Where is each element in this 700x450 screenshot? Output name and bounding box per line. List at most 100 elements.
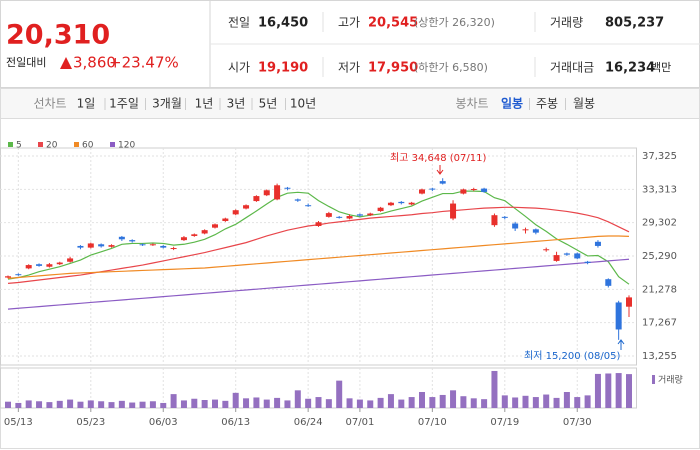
period-tab[interactable]: 1년 bbox=[195, 97, 214, 111]
high-arrow bbox=[436, 165, 444, 175]
x-tick-label: 07/30 bbox=[563, 417, 592, 428]
volume-bar bbox=[274, 397, 281, 408]
x-tick-label: 05/23 bbox=[76, 417, 105, 428]
volume-bar bbox=[439, 394, 446, 408]
candle-tab[interactable]: 일봉 bbox=[501, 97, 523, 111]
volume-bar bbox=[315, 397, 322, 408]
candle-body bbox=[201, 230, 208, 234]
period-tab[interactable]: 3년 bbox=[227, 97, 246, 111]
cell-unit: 백만 bbox=[651, 61, 671, 74]
candle-body bbox=[377, 207, 384, 212]
volume-bar bbox=[222, 400, 229, 408]
y-tick-label: 33,313 bbox=[642, 184, 677, 195]
candle-body bbox=[346, 216, 353, 219]
candle-body bbox=[139, 244, 146, 246]
volume-bar bbox=[243, 398, 250, 408]
volume-bar bbox=[191, 398, 198, 408]
candle-body bbox=[232, 210, 239, 215]
candle-body bbox=[118, 236, 125, 240]
volume-bar bbox=[15, 402, 22, 408]
tab-group-label: 봉차트 bbox=[455, 97, 488, 111]
candle-body bbox=[294, 199, 301, 201]
volume-bar bbox=[356, 399, 363, 408]
cell-value: 19,190 bbox=[258, 61, 308, 76]
high-annotation: 최고 34,648 (07/11) bbox=[390, 152, 486, 164]
volume-bar bbox=[36, 401, 43, 408]
candle-body bbox=[180, 237, 187, 241]
period-tab[interactable]: 3개월 bbox=[152, 97, 182, 111]
volume-bar bbox=[129, 402, 136, 408]
volume-bar bbox=[67, 399, 74, 408]
candle-body bbox=[284, 187, 291, 189]
volume-bar bbox=[212, 399, 218, 408]
candle-body bbox=[274, 185, 281, 200]
period-tab[interactable]: 10년 bbox=[290, 97, 316, 111]
candle-body bbox=[398, 201, 405, 204]
y-tick-label: 37,325 bbox=[642, 151, 677, 162]
volume-bar bbox=[501, 395, 508, 408]
candle-body bbox=[315, 222, 322, 226]
period-tab[interactable]: 1주일 bbox=[109, 97, 139, 111]
volume-bar bbox=[180, 400, 187, 408]
volume-bar bbox=[56, 400, 63, 408]
candle-body bbox=[543, 249, 550, 251]
legend-swatch bbox=[110, 142, 115, 147]
volume-bar bbox=[25, 400, 32, 408]
legend-label: 120 bbox=[118, 141, 135, 151]
volume-bar bbox=[232, 392, 239, 408]
volume-bar bbox=[553, 397, 560, 408]
candle-body bbox=[563, 253, 570, 255]
x-tick-label: 07/19 bbox=[490, 417, 519, 428]
candle-body bbox=[170, 248, 177, 250]
legend-swatch bbox=[74, 142, 79, 147]
up-triangle bbox=[60, 57, 72, 69]
period-tab[interactable]: 5년 bbox=[259, 97, 278, 111]
low-annotation: 최저 15,200 (08/05) bbox=[524, 350, 620, 362]
volume-bar bbox=[574, 397, 581, 408]
candle-body bbox=[470, 189, 477, 191]
candle-body bbox=[439, 181, 446, 184]
ma-line bbox=[7, 235, 630, 279]
volume-bar bbox=[77, 401, 84, 408]
candle-body bbox=[129, 240, 136, 242]
candle-body bbox=[5, 276, 11, 278]
volume-bar bbox=[98, 401, 105, 408]
cell-label: 저가 bbox=[338, 61, 360, 75]
change: 3,860 bbox=[73, 54, 116, 72]
candle-body bbox=[222, 218, 229, 222]
cell-label: 전일 bbox=[228, 16, 250, 30]
volume-bar bbox=[419, 392, 425, 408]
volume-bar bbox=[305, 398, 312, 408]
candle-tab[interactable]: 월봉 bbox=[573, 97, 595, 111]
candle-body bbox=[56, 262, 63, 265]
candle-body bbox=[325, 213, 332, 217]
candle-body bbox=[615, 302, 622, 330]
y-tick-label: 21,278 bbox=[642, 284, 677, 295]
candle-tab[interactable]: 주봉 bbox=[536, 97, 558, 111]
period-tab[interactable]: 1일 bbox=[77, 97, 96, 111]
candle-body bbox=[491, 215, 498, 226]
volume-bar bbox=[408, 397, 415, 408]
x-tick-label: 05/13 bbox=[4, 417, 33, 428]
volume-bar bbox=[584, 395, 591, 408]
volume-bar bbox=[170, 394, 177, 408]
volume-bar bbox=[512, 397, 519, 408]
legend-label: 60 bbox=[82, 141, 94, 151]
low-arrow bbox=[617, 339, 625, 350]
candle-body bbox=[574, 253, 581, 259]
legend-swatch bbox=[652, 375, 655, 384]
volume-bar bbox=[118, 400, 125, 408]
candle-body bbox=[584, 261, 591, 263]
legend-swatch bbox=[8, 142, 13, 147]
candle-body bbox=[408, 202, 415, 205]
volume-bar bbox=[491, 370, 498, 408]
volume-bar bbox=[594, 373, 601, 408]
volume-bar bbox=[294, 390, 301, 408]
volume-bar bbox=[563, 392, 570, 408]
candle-body bbox=[212, 224, 218, 228]
volume-bar bbox=[108, 402, 115, 408]
candle-body bbox=[305, 205, 312, 207]
legend-swatch bbox=[38, 142, 43, 147]
volume-bar bbox=[532, 397, 539, 408]
